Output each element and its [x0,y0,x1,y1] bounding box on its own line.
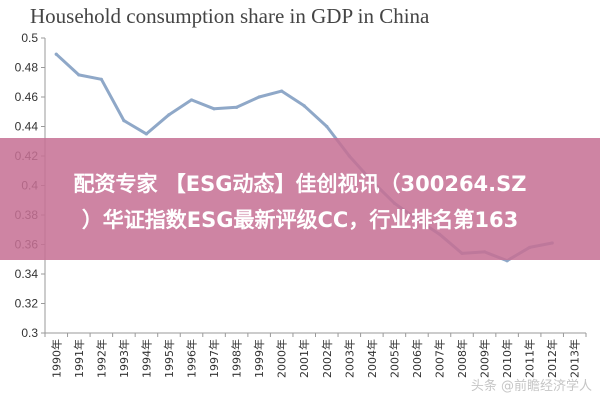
y-tick-label: 0.3 [21,326,38,340]
data-point [280,89,284,93]
x-tick-label: 2003年 [342,339,356,378]
y-tick-label: 0.5 [21,31,38,45]
x-tick-label: 1997年 [207,339,221,378]
x-axis-ticks: 1990年 1991年 1992年 1993年 1994年 1995年 1996年 1997年… [44,333,587,378]
data-point [99,77,103,81]
y-tick-label: 0.48 [15,61,39,75]
x-tick-label: 2005年 [387,339,401,378]
overlay-banner-line-1: 配资专家 【ESG动态】佳创视讯（300264.SZ [73,172,527,196]
x-tick-label: 2002年 [320,339,334,378]
x-tick-label: 1994年 [139,339,153,378]
y-tick-label: 0.44 [15,120,39,134]
x-tick-label: 1999年 [252,339,266,378]
x-tick-label: 2000年 [275,339,289,378]
x-tick-label: 2011年 [523,339,537,378]
data-point [122,119,126,123]
y-tick-label: 0.34 [15,267,39,281]
x-tick-label: 2008年 [455,339,469,378]
x-tick-label: 2009年 [478,339,492,378]
x-tick-label: 2006年 [410,339,424,378]
x-tick-label: 1993年 [117,339,131,378]
x-tick-label: 2010年 [500,339,514,378]
data-point [144,132,149,136]
x-tick-label: 1995年 [162,339,176,378]
data-point [302,104,306,108]
data-point [235,105,239,109]
x-tick-label: 2012年 [545,339,559,378]
x-tick-label: 2001年 [297,339,311,378]
chart-title: Household consumption share in GDP in Ch… [30,4,430,28]
y-tick-label: 0.32 [15,297,39,311]
overlay-banner[interactable]: 配资专家 【ESG动态】佳创视讯（300264.SZ ）华证指数ESG最新评级C… [0,138,600,260]
data-point [189,98,194,102]
x-tick-label: 1991年 [72,339,86,378]
data-point [212,107,216,111]
x-tick-label: 1992年 [94,339,108,378]
x-tick-label: 1998年 [230,339,244,378]
x-tick-label: 1990年 [49,339,63,378]
x-tick-label: 2013年 [568,339,582,378]
data-point [325,124,329,129]
overlay-banner-line-2: ）华证指数ESG最新评级CC，行业排名第163 [81,208,519,232]
data-point [54,52,58,56]
x-tick-label: 2007年 [432,339,446,378]
x-tick-label: 1996年 [185,339,199,378]
y-tick-label: 0.46 [15,90,39,104]
data-point [167,113,171,117]
data-point [257,95,261,99]
watermark-text: 头条 @前瞻经济学人 [470,379,592,394]
data-point [77,73,81,77]
x-tick-label: 2004年 [365,339,379,378]
